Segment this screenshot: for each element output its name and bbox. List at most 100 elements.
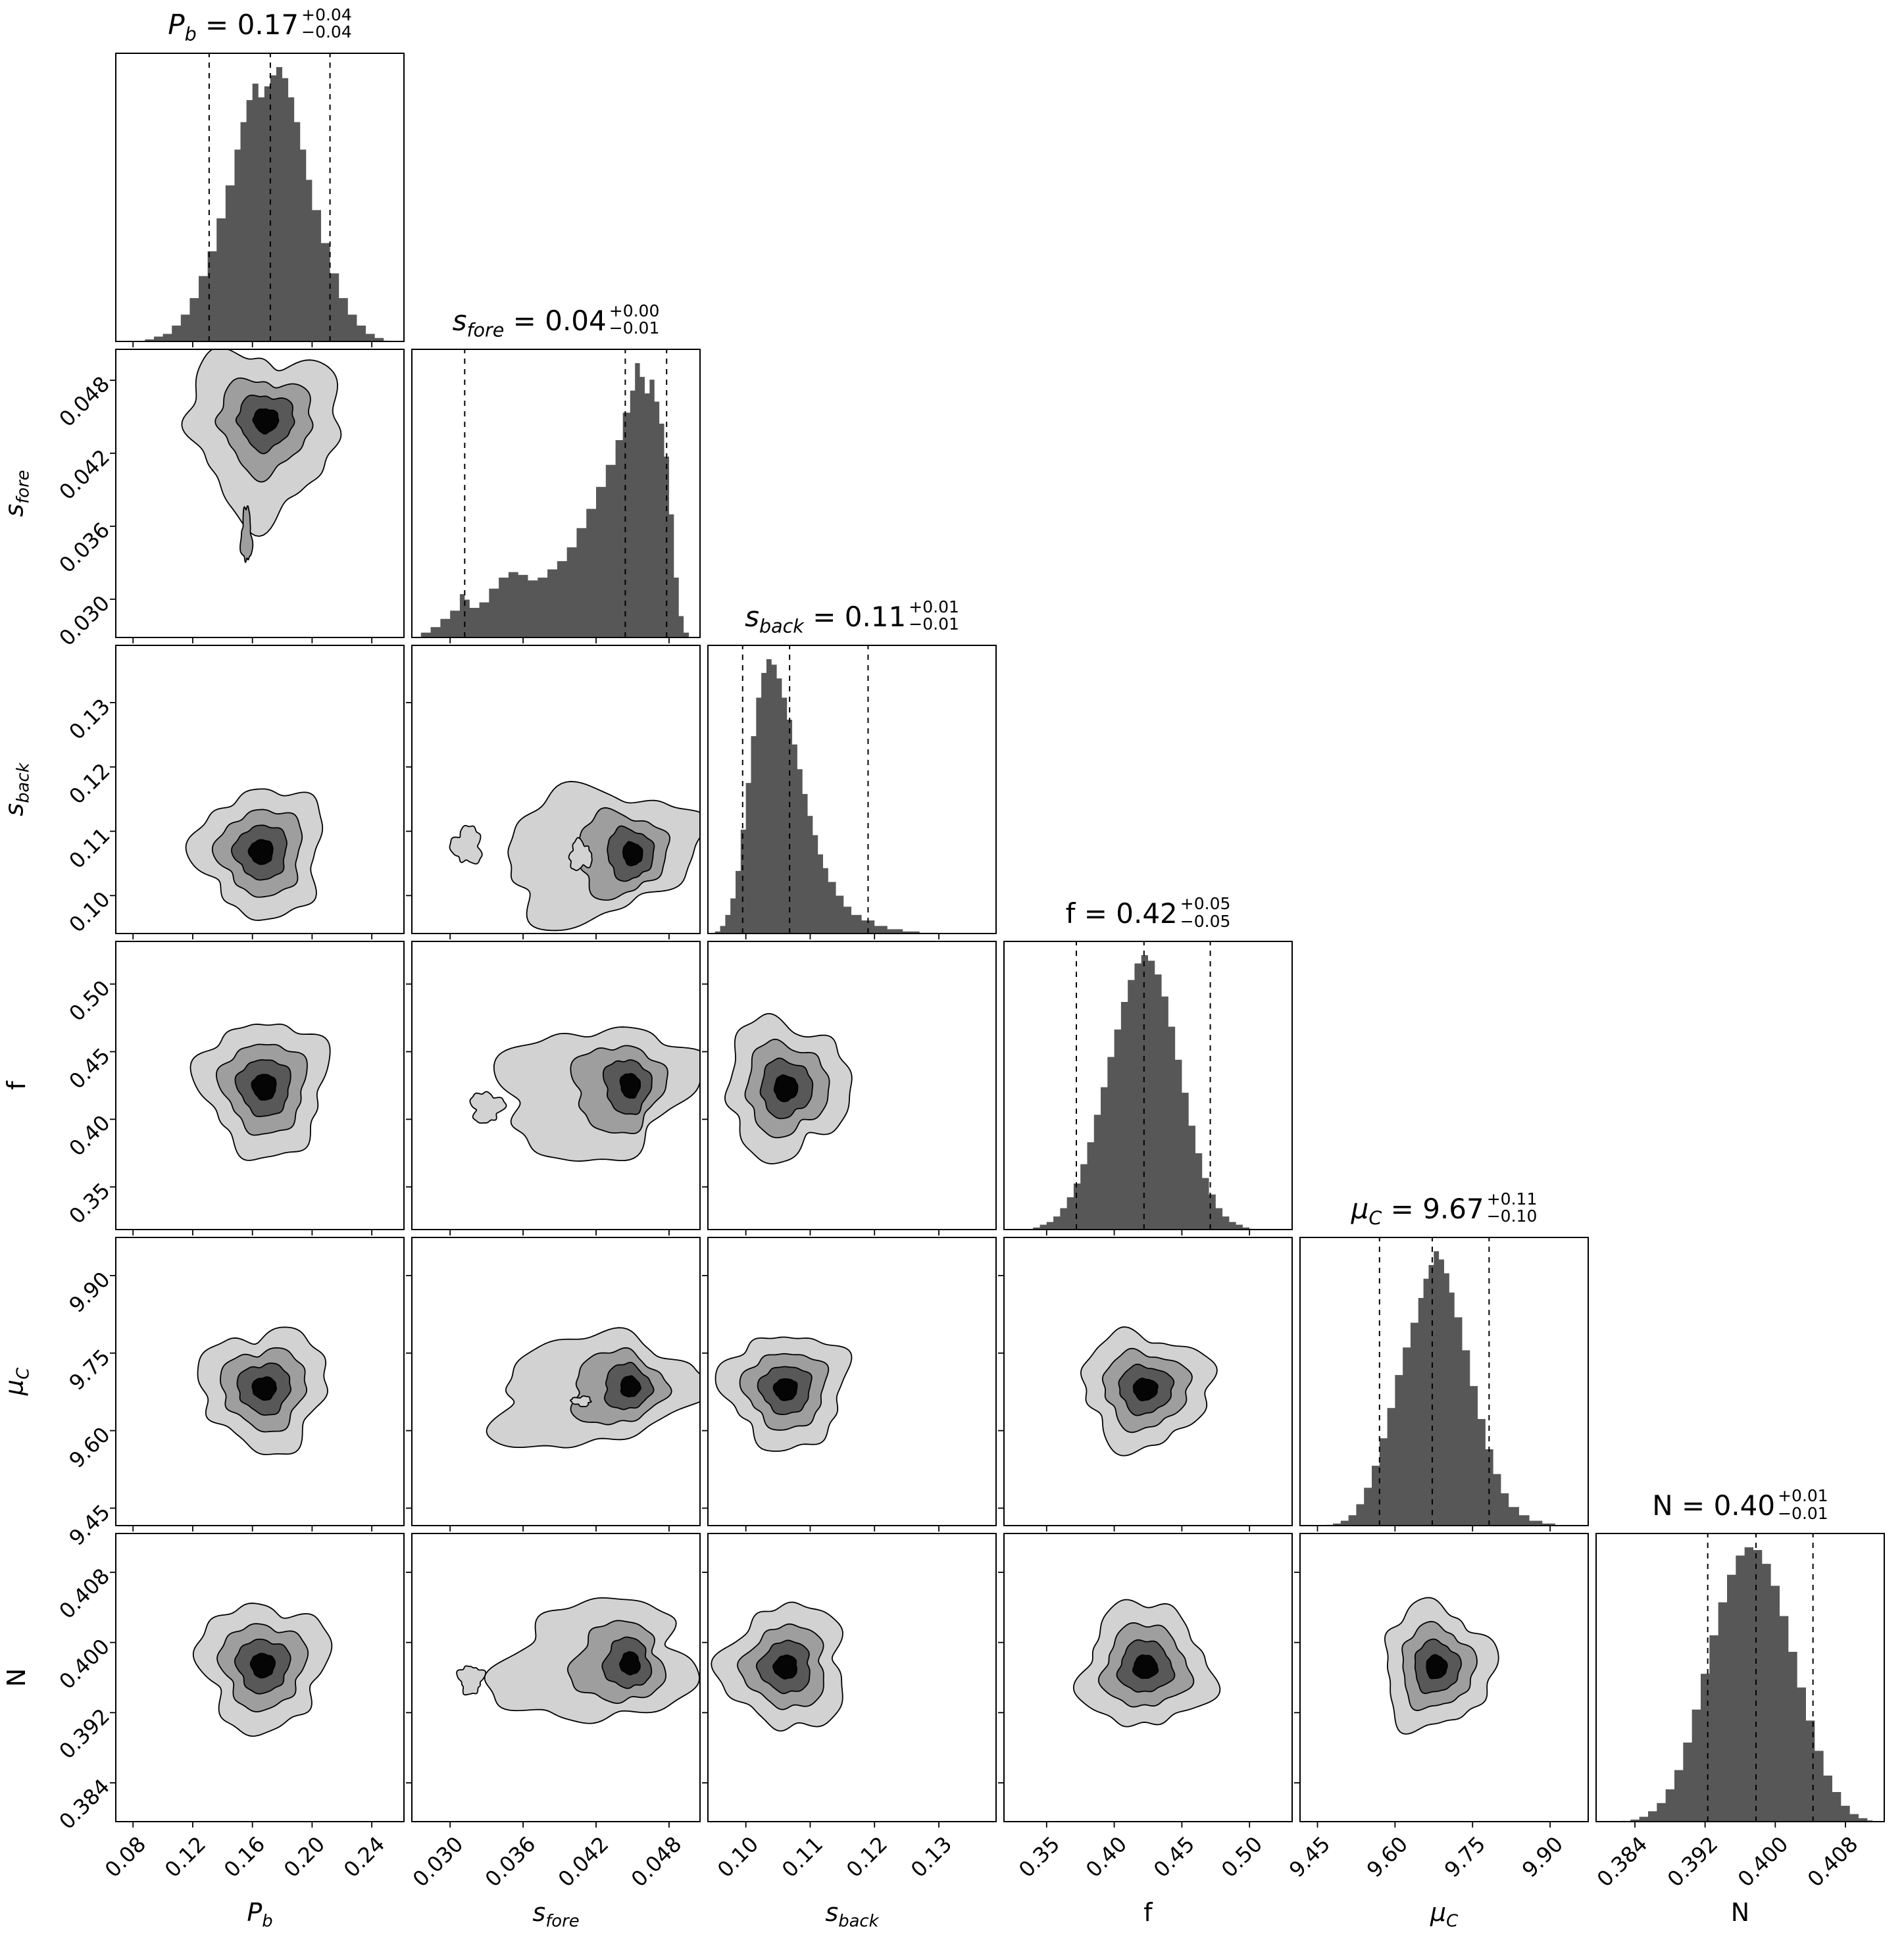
diag-title-sfore: sfore = 0.04 +0.00 −0.01 (452, 301, 660, 341)
x-axis-label-sback: sback (825, 1898, 879, 1932)
uncertainty-minus: −0.05 (1180, 911, 1231, 931)
uncertainty-plus: +0.11 (1486, 1189, 1538, 1209)
contour-canvas (106, 941, 405, 1239)
tick-label-text: 0.042 (553, 1832, 614, 1892)
tick-label-text: 0.384 (1592, 1832, 1653, 1892)
panel-pb-vs-muc: 9.45 9.60 9.75 9.90 μC (0, 1237, 405, 1550)
contour-canvas (106, 1533, 405, 1832)
panel-pb-vs-f: 0.35 0.40 0.45 0.50 f (2, 941, 405, 1239)
tick-label-text: 0.13 (905, 1832, 957, 1883)
diag-title-text: Pb = 0.17 (168, 8, 299, 45)
uncertainty-minus: −0.01 (609, 318, 660, 338)
tick-label-text: 0.08 (99, 1832, 151, 1883)
panel-sfore-vs-f (402, 941, 701, 1239)
diag-title-uncertainty: +0.05 −0.05 (1180, 895, 1231, 930)
uncertainty-plus: +0.01 (1778, 1486, 1828, 1505)
contour-canvas (402, 1237, 701, 1535)
panel-sback-vs-muc (698, 1237, 997, 1535)
diag-title-f: f = 0.42 +0.05 −0.05 (1065, 895, 1231, 933)
hist-sback: sback = 0.11 +0.01 −0.01 (698, 598, 997, 943)
x-axis-label-f: f (1143, 1898, 1153, 1927)
diag-title-muc: μC = 9.67 +0.11 −0.10 (1351, 1189, 1538, 1229)
diag-title-uncertainty: +0.04 −0.04 (301, 6, 352, 42)
y-axis-label-text: f (2, 1081, 31, 1090)
histogram-canvas (994, 941, 1293, 1239)
diag-title-uncertainty: +0.00 −0.01 (609, 301, 660, 338)
tick-label-text: 0.408 (1803, 1832, 1863, 1892)
tick-label-text: 0.50 (1216, 1832, 1268, 1883)
tick-label-text: 9.60 (1361, 1832, 1413, 1883)
uncertainty-minus: −0.01 (1778, 1503, 1828, 1523)
tick-label-text: 0.16 (219, 1832, 270, 1883)
tick-label-text: 0.12 (159, 1832, 211, 1883)
uncertainty-minus: −0.01 (909, 614, 959, 634)
tick-label-text: 9.75 (1439, 1832, 1491, 1883)
x-axis-label-pb: Pb (247, 1898, 273, 1932)
contour-canvas (402, 645, 701, 943)
panel-sfore-vs-n: 0.030 0.036 0.042 0.048 sfore (402, 1533, 701, 1932)
uncertainty-minus: −0.10 (1486, 1207, 1538, 1226)
histogram-canvas (106, 53, 405, 351)
tick-label-text: 0.40 (1081, 1832, 1132, 1883)
panel-f-vs-n: 0.35 0.40 0.45 0.50 f (994, 1533, 1293, 1927)
contour-canvas (994, 1533, 1293, 1832)
tick-label-text: 9.90 (1516, 1832, 1568, 1883)
panel-muc-vs-n: 9.45 9.60 9.75 9.90 μC (1284, 1533, 1589, 1932)
uncertainty-minus: −0.04 (301, 22, 352, 42)
x-axis-label-n: N (1730, 1898, 1750, 1927)
panel-sfore-vs-sback (402, 645, 701, 943)
tick-label-text: 0.35 (1013, 1832, 1065, 1883)
hist-f: f = 0.42 +0.05 −0.05 (994, 895, 1293, 1239)
x-axis-label-sfore: sfore (532, 1898, 580, 1932)
uncertainty-plus: +0.01 (909, 597, 959, 616)
panel-sfore-vs-muc (402, 1237, 701, 1535)
tick-label-text: 0.030 (407, 1832, 468, 1892)
contour-canvas (106, 1237, 405, 1535)
tick-label-text: 9.45 (1284, 1832, 1336, 1883)
y-axis-label-text: μC (0, 1367, 34, 1396)
histogram-canvas (1586, 1533, 1885, 1832)
diag-title-n: N = 0.40 +0.01 −0.01 (1652, 1487, 1828, 1525)
panel-sback-vs-f (698, 941, 997, 1239)
uncertainty-plus: +0.00 (609, 301, 660, 320)
contour-canvas (106, 349, 405, 647)
diag-title-uncertainty: +0.01 −0.01 (1778, 1487, 1828, 1522)
contour-canvas (1290, 1533, 1589, 1832)
tick-label-text: 0.45 (1149, 1832, 1200, 1883)
histogram-canvas (698, 645, 997, 943)
y-axis-label-text: sback (0, 762, 34, 816)
contour-canvas (698, 1237, 997, 1535)
hist-sfore: sfore = 0.04 +0.00 −0.01 (402, 302, 701, 647)
diag-title-pb: Pb = 0.17 +0.04 −0.04 (168, 6, 352, 45)
panel-pb-vs-sback: 0.10 0.11 0.12 0.13 sback (0, 645, 405, 943)
contour-canvas (698, 1533, 997, 1832)
contour-canvas (402, 1533, 701, 1832)
hist-pb: Pb = 0.17 +0.04 −0.04 (106, 6, 405, 351)
panel-f-vs-muc (994, 1237, 1293, 1535)
hist-n: 0.384 0.392 0.400 0.408 N N = 0.40 +0.01 −0.01 (1586, 1487, 1885, 1927)
panel-pb-vs-sfore: 0.030 0.036 0.042 0.048 sfore (0, 349, 405, 651)
diag-title-text: sfore = 0.04 (452, 304, 607, 341)
diag-title-uncertainty: +0.01 −0.01 (909, 597, 959, 634)
tick-label-text: 0.20 (278, 1832, 330, 1883)
diag-title-text: sback = 0.11 (745, 600, 907, 637)
x-axis-label-muc: μC (1430, 1898, 1459, 1932)
y-axis-label-text: N (2, 1668, 31, 1687)
tick-label-text: 0.036 (480, 1832, 541, 1892)
diag-title-text: μC = 9.67 (1351, 1192, 1484, 1229)
contour-canvas (402, 941, 701, 1239)
tick-label-text: 0.10 (713, 1832, 764, 1883)
tick-label-text: 0.12 (841, 1832, 893, 1883)
contour-canvas (994, 1237, 1293, 1535)
tick-label-text: 0.392 (1662, 1832, 1723, 1892)
histogram-canvas (1290, 1237, 1589, 1535)
diag-title-text: f = 0.42 (1065, 897, 1178, 930)
tick-label-text: 0.11 (777, 1832, 828, 1883)
panel-sback-vs-n: 0.10 0.11 0.12 0.13 sback (698, 1533, 997, 1932)
y-axis-label-text: sfore (0, 470, 34, 517)
contour-canvas (698, 941, 997, 1239)
tick-label-text: 0.048 (626, 1832, 687, 1892)
histogram-canvas (402, 349, 701, 647)
diag-title-text: N = 0.40 (1652, 1489, 1776, 1522)
